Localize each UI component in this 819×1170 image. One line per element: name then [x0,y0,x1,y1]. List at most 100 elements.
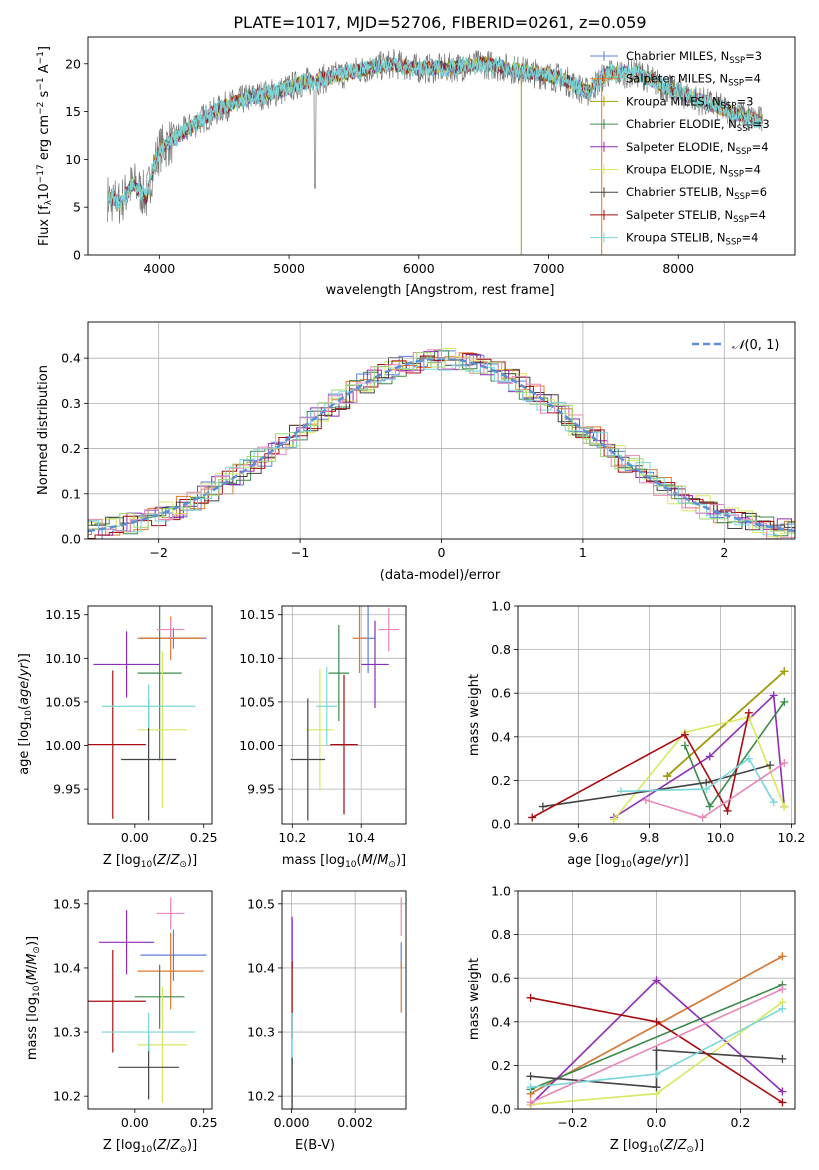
histogram-step [88,352,795,536]
axes-frame [87,605,213,825]
x-tick-label: 4000 [143,261,175,276]
x-tick-label: 6000 [403,261,435,276]
legend-label: Salpeter MILES, NSSP=4 [626,72,761,89]
series-marker [769,691,778,700]
x-tick-label: −2 [149,545,167,560]
y-tick-label: 10.15 [239,607,275,622]
series-line [530,988,783,1104]
mass-vs-metallicity-panel: 0.00 0.25 10.2 10.3 10.4 10.5 [53,890,218,1130]
x-tick-label: 8000 [662,261,694,276]
legend-label: Kroupa STELIB, NSSP=4 [626,231,758,248]
ageM-xlabel: mass [log10(M/M⊙)] [282,853,406,870]
x-tick-label: 0 [438,545,446,560]
series-marker [528,813,537,822]
y-tick-label: 0.1 [61,486,81,501]
ageZ-ylabel: age [log10(age/yr)] [17,653,34,775]
series-marker [778,1098,787,1107]
residual-xlabel: (data-model)/error [380,568,501,583]
series-marker [526,1072,535,1081]
series-marker [680,730,689,739]
y-tick-label: 20 [65,56,81,71]
x-tick-label: 0.2 [730,1115,750,1130]
series-line [666,670,785,777]
series-marker [778,1004,787,1013]
x-tick-label: 9.8 [639,830,659,845]
y-tick-label: 0.2 [491,1058,511,1073]
residual-legend: 𝒩(0, 1) [692,338,779,353]
residual-axes: −2 −1 0 1 2 0.0 0.1 0.2 0.3 0.4 [61,321,796,560]
spectrum-title: PLATE=1017, MJD=52706, FIBERID=0261, z=0… [233,13,646,32]
y-tick-label: 0.2 [61,441,81,456]
series-marker [616,787,625,796]
series-marker [641,796,650,805]
series-marker [780,758,789,767]
axes-frame [87,890,213,1110]
y-tick-label: 0.8 [491,927,511,942]
y-tick-label: 0.2 [491,773,511,788]
mwAge-ylabel: mass weight [467,674,482,756]
axes-frame [281,605,407,825]
model-spectrum-line-top [107,55,763,209]
series-marker [744,708,753,717]
legend-label: Chabrier STELIB, NSSP=6 [626,185,767,202]
y-tick-label: 10.5 [53,896,81,911]
series-lines [526,952,787,1109]
histogram-step [88,361,795,539]
y-tick-label: 0.0 [61,532,81,547]
y-tick-label: 5 [73,200,81,215]
errorbar-points [88,897,207,1103]
y-tick-label: 1.0 [491,599,511,614]
series-marker [744,754,753,763]
y-tick-label: 0.6 [491,971,511,986]
series-marker [702,785,711,794]
y-tick-label: 10 [65,152,81,167]
x-tick-label: 10.0 [707,830,735,845]
series-marker [663,772,672,781]
x-tick-label: 10.4 [347,830,375,845]
y-tick-label: 0 [73,248,81,263]
spectrum-xlabel: wavelength [Angstrom, rest frame] [326,283,555,298]
legend-label: Salpeter STELIB, NSSP=4 [626,208,766,225]
series-line [613,716,786,821]
series-marker [780,667,789,676]
y-tick-label: 0.4 [61,351,81,366]
errorbar-points [291,897,402,1109]
mE-xlabel: E(B-V) [295,1138,335,1153]
series-marker [698,813,707,822]
series-line [531,712,750,819]
x-tick-label: 2 [720,545,728,560]
legend-label: Salpeter ELODIE, NSSP=4 [626,140,769,157]
small-panel-labels: Z [log10(Z/Z⊙)] age [log10(age/yr)] mass… [17,653,704,1155]
y-tick-label: 0.0 [491,1102,511,1117]
series-marker [780,802,789,811]
y-tick-label: 10.10 [45,651,81,666]
series-line [530,983,783,1091]
spectrum-ylabel: Flux [fλ10−17 erg cm−2 s−1 A−1] [36,46,54,246]
spectrum-legend: Chabrier MILES, NSSP=3 Salpeter MILES, NS… [590,49,770,248]
legend-label-normal: 𝒩(0, 1) [732,338,779,353]
mZ-xlabel: Z [log10(Z/Z⊙)] [103,1138,197,1155]
y-tick-label: 0.4 [491,729,511,744]
y-tick-label: 15 [65,104,81,119]
y-tick-label: 10.4 [53,960,81,975]
y-tick-label: 9.95 [53,782,81,797]
series-marker [526,993,535,1002]
y-tick-label: 10.4 [247,960,275,975]
spectrum-panel: PLATE=1017, MJD=52706, FIBERID=0261, z=0… [36,13,796,298]
age-vs-metallicity-panel: 0.00 0.25 9.95 10.00 10.05 10.10 10.15 [45,605,218,845]
series-marker [538,802,547,811]
series-marker [705,752,714,761]
x-tick-label: −1 [291,545,309,560]
series-marker [766,761,775,770]
series-line [613,693,786,819]
y-tick-label: 1.0 [491,884,511,899]
mwZ-xlabel: Z [log10(Z/Z⊙)] [610,1138,704,1155]
series-marker [705,802,714,811]
y-tick-label: 10.00 [239,738,275,753]
y-tick-label: 0.8 [491,642,511,657]
axes-frame [517,605,796,825]
y-tick-label: 0.0 [491,817,511,832]
y-tick-label: 10.15 [45,607,81,622]
x-tick-label: 5000 [273,261,305,276]
